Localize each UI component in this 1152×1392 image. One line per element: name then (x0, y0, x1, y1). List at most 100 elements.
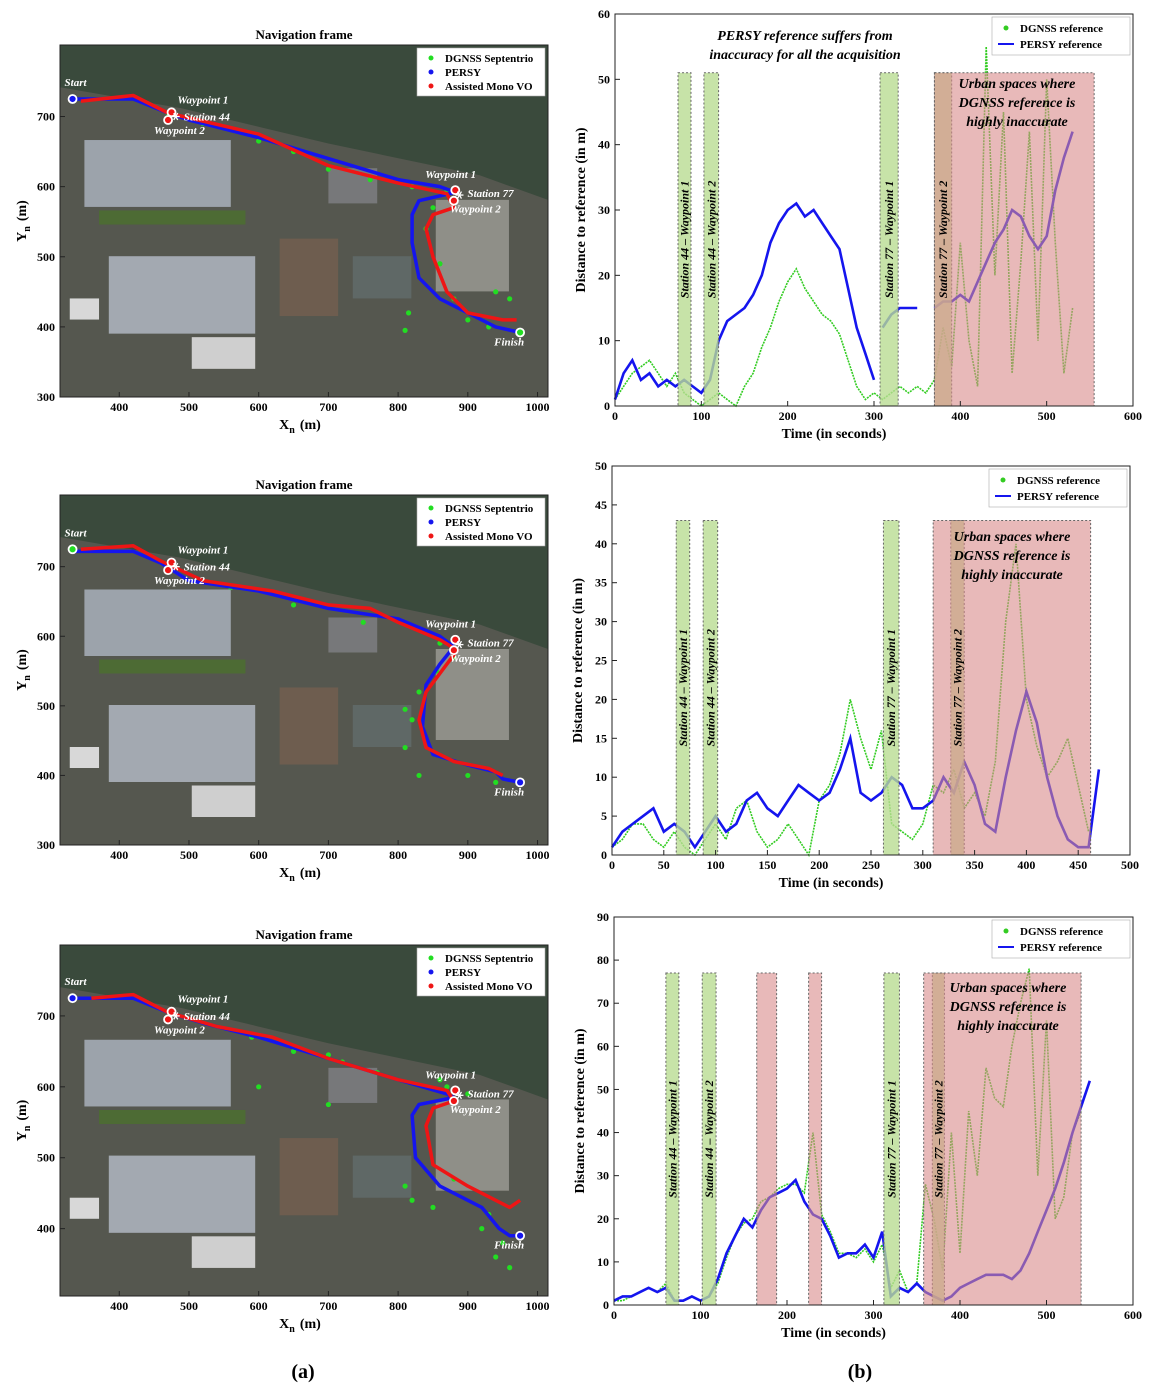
track-point (402, 706, 408, 712)
axis-label-subscript: n (22, 226, 33, 232)
station-marker (456, 1091, 463, 1100)
region (665, 972, 680, 1306)
y-axis-label: Distance to reference (in m) (574, 127, 589, 292)
building (84, 1039, 231, 1107)
region-label: Station 44 – Waypoint 2 (703, 629, 717, 747)
axis-label-subscript: n (22, 675, 33, 681)
y-tick-label: 50 (595, 459, 607, 473)
building (108, 1155, 256, 1233)
y-tick-label: 50 (597, 1082, 609, 1096)
x-tick-label: 400 (951, 1308, 969, 1322)
x-tick-label: 700 (319, 848, 337, 862)
legend-label: PERSY (445, 67, 481, 79)
legend-label: Assisted Mono VO (445, 981, 533, 993)
building (69, 1197, 100, 1219)
point-label: Waypoint 2 (154, 1024, 205, 1036)
track-point (290, 602, 297, 608)
y-tick-label: 500 (37, 699, 55, 713)
y-tick-label: 60 (598, 7, 610, 21)
axis-label-symbol: Y (15, 232, 30, 242)
y-tick-label: 10 (595, 770, 607, 784)
annotation: PERSY reference suffers from (717, 29, 892, 44)
x-tick-label: 500 (180, 848, 198, 862)
track-point (437, 261, 443, 267)
x-tick-label: 350 (966, 858, 984, 872)
point-marker (515, 327, 526, 338)
track-point (367, 177, 373, 183)
x-axis-label: Xn (m) (279, 866, 321, 884)
y-tick-label: 80 (597, 953, 609, 967)
parking (352, 1155, 412, 1198)
annotation: Urban spaces where (950, 981, 1067, 996)
x-tick-label: 700 (319, 1299, 337, 1313)
track-point (409, 1197, 415, 1203)
x-tick-label: 250 (862, 858, 880, 872)
y-tick-label: 300 (37, 838, 55, 852)
annotation: inaccuracy for all the acquisition (709, 48, 901, 63)
x-tick-label: 400 (951, 409, 969, 423)
x-tick-label: 600 (250, 400, 268, 414)
track-point (325, 1101, 331, 1108)
legend-marker (428, 983, 434, 989)
x-tick-label: 900 (459, 400, 477, 414)
y-axis-label: Yn (m) (15, 1099, 33, 1141)
building (84, 140, 231, 207)
building (108, 256, 256, 334)
point-label: Waypoint 2 (450, 1104, 501, 1116)
legend-box (416, 47, 546, 97)
region (703, 72, 720, 407)
track-point (465, 772, 471, 779)
y-tick-label: 20 (597, 1212, 609, 1226)
point-label: Waypoint 1 (425, 619, 476, 631)
trees (99, 210, 246, 225)
legend-label: DGNSS reference (1017, 475, 1100, 487)
building (435, 199, 509, 292)
region (808, 972, 823, 1306)
x-tick-label: 800 (389, 848, 407, 862)
y-tick-label: 30 (595, 615, 607, 629)
building (191, 785, 256, 817)
x-tick-label: 450 (1069, 858, 1087, 872)
track-point (405, 310, 412, 316)
x-tick-label: 500 (1121, 858, 1139, 872)
y-axis-label: Yn (m) (15, 200, 33, 242)
x-tick-label: 1000 (526, 1299, 550, 1313)
y-tick-label: 600 (37, 180, 55, 194)
point-marker (163, 1014, 173, 1025)
y-tick-label: 0 (603, 1298, 609, 1312)
axis-label-unit: (m) (300, 1317, 321, 1332)
y-axis-label: Distance to reference (in m) (573, 1028, 588, 1193)
track-point (437, 1077, 443, 1083)
legend-label: DGNSS reference (1020, 926, 1103, 938)
x-tick-label: 300 (865, 409, 883, 423)
axis-label-subscript: n (289, 873, 295, 884)
x-axis-label: Time (in seconds) (779, 876, 884, 891)
legend-marker (428, 533, 434, 539)
parking (352, 256, 412, 299)
site (279, 238, 339, 317)
y-tick-label: 40 (595, 537, 607, 551)
y-axis-label: Distance to reference (in m) (571, 578, 586, 743)
point-marker (67, 993, 78, 1004)
track-point (479, 1226, 485, 1232)
y-tick-label: 60 (597, 1039, 609, 1053)
y-tick-label: 400 (37, 1222, 55, 1236)
y-tick-label: 500 (37, 1151, 55, 1165)
point-label: Start (65, 527, 88, 539)
axis-label-unit: (m) (15, 200, 30, 221)
y-tick-label: 40 (598, 138, 610, 152)
point-marker (166, 557, 177, 568)
y-tick-label: 300 (37, 390, 55, 404)
axis-label-symbol: X (279, 1317, 289, 1332)
y-tick-label: 35 (595, 576, 607, 590)
chart-title: Navigation frame (255, 27, 352, 42)
point-marker (166, 1006, 177, 1017)
point-marker (448, 1096, 459, 1106)
legend-label: PERSY reference (1017, 491, 1099, 503)
plot-frame (59, 494, 549, 846)
region (923, 972, 1082, 1306)
axis-label-symbol: Y (15, 681, 30, 691)
annotation: Urban spaces where (959, 77, 1076, 92)
point-label: Station 44 (184, 1011, 231, 1023)
